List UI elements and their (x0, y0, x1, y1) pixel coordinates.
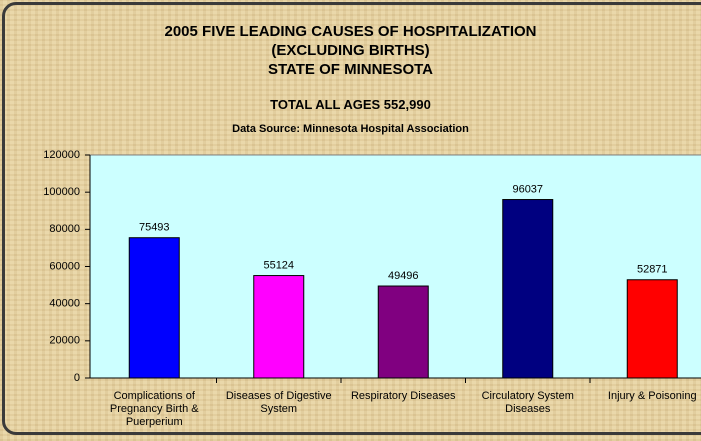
value-label: 55124 (263, 259, 294, 271)
x-tick-label: Respiratory Diseases (350, 390, 456, 402)
y-tick-label: 60000 (49, 260, 80, 272)
y-tick-label: 100000 (43, 186, 80, 198)
value-label: 75493 (139, 222, 170, 234)
x-tick-label: Complications of Pregnancy Birth & Puerp… (109, 390, 199, 428)
y-tick-label: 120000 (43, 149, 80, 161)
x-tick-label: Circulatory System Diseases (481, 390, 574, 415)
source: Data Source: Minnesota Hospital Associat… (232, 123, 469, 135)
bar (253, 275, 305, 379)
chart-title: 2005 FIVE LEADING CAUSES OF HOSPITALIZAT… (0, 22, 701, 79)
title-line: (EXCLUDING BIRTHS) (271, 42, 430, 59)
y-tick-label: 0 (74, 372, 80, 384)
bar (377, 285, 429, 379)
title-line: 2005 FIVE LEADING CAUSES OF HOSPITALIZAT… (164, 23, 537, 40)
y-tick-label: 80000 (49, 223, 80, 235)
value-label: 52871 (637, 264, 668, 276)
value-label: 49496 (388, 270, 419, 282)
value-label: 96037 (512, 183, 543, 195)
title-line: STATE OF MINNESOTA (268, 61, 433, 78)
bar (128, 237, 180, 379)
bar (626, 279, 678, 379)
x-tick-label: Diseases of Digestive System (225, 390, 332, 415)
y-tick-label: 20000 (49, 335, 80, 347)
subtitle: TOTAL ALL AGES 552,990 (270, 97, 431, 112)
y-tick-label: 40000 (49, 298, 80, 310)
bar (502, 199, 554, 379)
x-tick-label: Injury & Poisoning (607, 390, 697, 402)
